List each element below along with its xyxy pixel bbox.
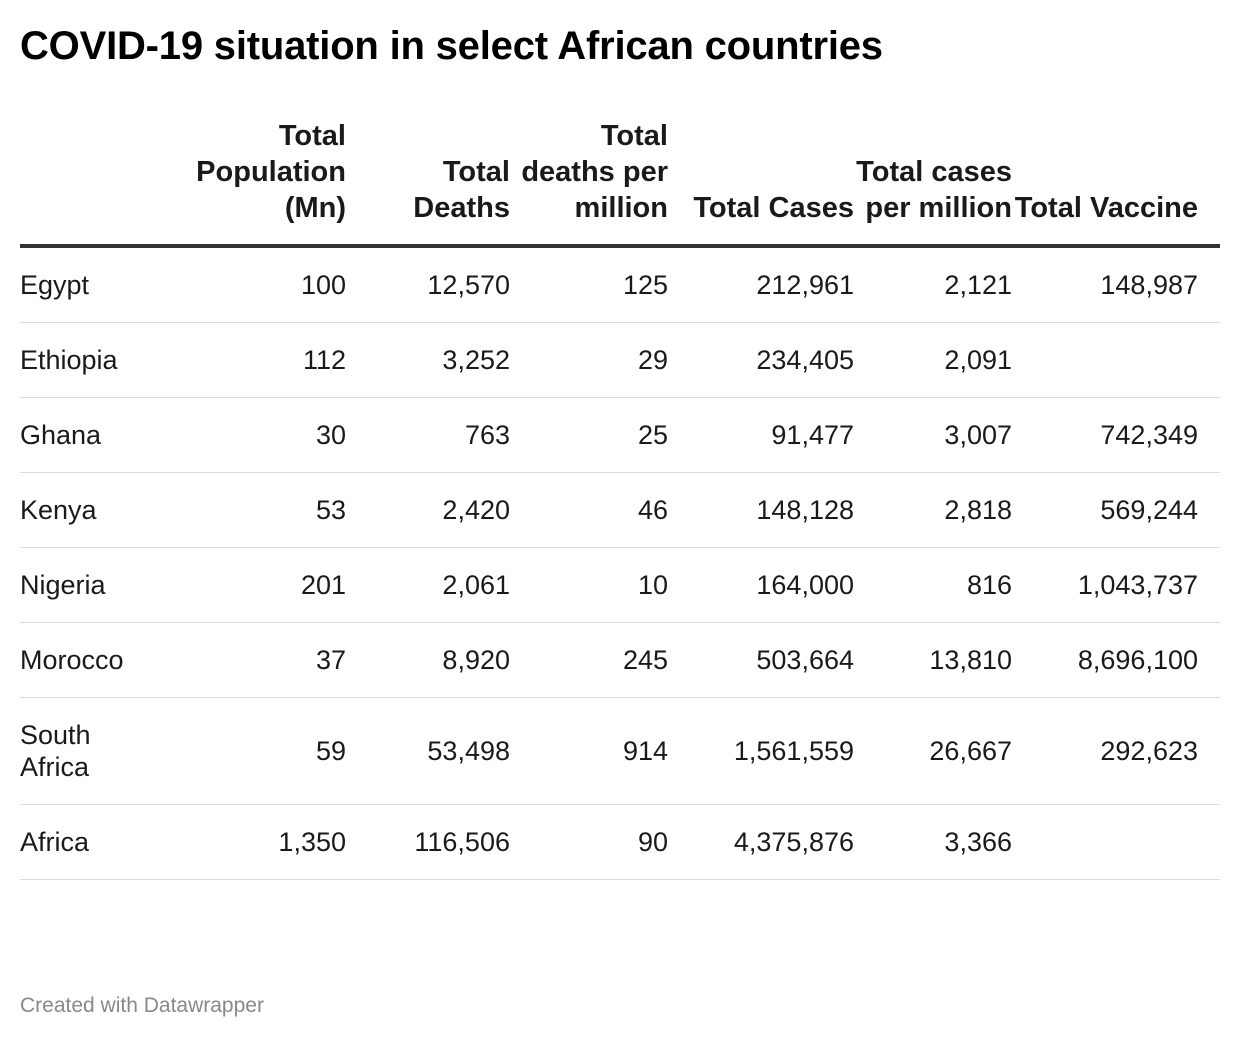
table-cell: 914 [510,697,668,805]
table-row: Ghana 30 763 25 91,477 3,007 742,349 [20,397,1220,473]
table-cell: 164,000 [668,547,854,623]
table-cell: 292,623 [1012,697,1220,805]
table-cell: 1,561,559 [668,697,854,805]
table-cell: 2,061 [346,547,510,623]
table-cell: 3,252 [346,322,510,398]
footer-credit: Created with Datawrapper [20,994,264,1017]
table-cell: 4,375,876 [668,804,854,880]
table-cell: 8,920 [346,622,510,698]
row-label: Kenya [20,472,170,548]
table-cell: 53 [170,472,346,548]
table-cell: 30 [170,397,346,473]
row-label: Ethiopia [20,322,170,398]
table-row: Nigeria 201 2,061 10 164,000 816 1,043,737 [20,547,1220,623]
chart-title: COVID-19 situation in select African cou… [20,24,883,68]
table-cell: 1,350 [170,804,346,880]
table-cell: 13,810 [854,622,1012,698]
table-cell: 245 [510,622,668,698]
table-body: Egypt 100 12,570 125 212,961 2,121 148,987 Ethi… [20,246,1220,880]
column-header-deaths-per-million[interactable]: Total deaths per million [510,118,668,248]
table-cell: 763 [346,397,510,473]
table-row: Africa 1,350 116,506 90 4,375,876 3,366 [20,804,1220,880]
row-label: Morocco [20,622,170,698]
table-cell: 234,405 [668,322,854,398]
table-cell: 1,043,737 [1012,547,1220,623]
row-label: Nigeria [20,547,170,623]
column-header-population[interactable]: Total Population (Mn) [170,118,346,248]
table-cell: 12,570 [346,246,510,323]
table-cell: 2,818 [854,472,1012,548]
table-row: Morocco 37 8,920 245 503,664 13,810 8,696,100 [20,622,1220,698]
table-row: Ethiopia 112 3,252 29 234,405 2,091 [20,322,1220,398]
table-cell: 3,007 [854,397,1012,473]
column-header-cases-per-million[interactable]: Total cases per million [854,118,1012,248]
column-header-deaths[interactable]: Total Deaths [346,118,510,248]
table-cell: 816 [854,547,1012,623]
table-row: Kenya 53 2,420 46 148,128 2,818 569,244 [20,472,1220,548]
table-cell: 91,477 [668,397,854,473]
column-header-country[interactable] [20,118,170,248]
row-label: Africa [20,804,170,880]
table-cell: 148,128 [668,472,854,548]
table-cell: 148,987 [1012,246,1220,323]
header-row: Total Population (Mn) Total Deaths Total… [20,118,1220,248]
table-cell: 212,961 [668,246,854,323]
table-cell: 2,091 [854,322,1012,398]
table-cell: 569,244 [1012,472,1220,548]
table-cell: 201 [170,547,346,623]
table-cell: 25 [510,397,668,473]
data-table: Total Population (Mn) Total Deaths Total… [20,118,1220,880]
table-cell [1012,804,1220,880]
table-cell: 2,420 [346,472,510,548]
table-cell: 90 [510,804,668,880]
table-cell: 8,696,100 [1012,622,1220,698]
column-header-cases[interactable]: Total Cases [668,118,854,248]
table-cell: 59 [170,697,346,805]
table-cell: 10 [510,547,668,623]
row-label: South Africa [20,697,170,805]
table-row: Egypt 100 12,570 125 212,961 2,121 148,987 [20,246,1220,323]
table-cell: 112 [170,322,346,398]
table-cell: 26,667 [854,697,1012,805]
table-cell: 742,349 [1012,397,1220,473]
column-header-vaccine[interactable]: Total Vaccine [1012,118,1220,248]
table-cell: 37 [170,622,346,698]
table-cell: 46 [510,472,668,548]
table-cell: 125 [510,246,668,323]
table-cell: 100 [170,246,346,323]
table-cell: 3,366 [854,804,1012,880]
table-cell: 53,498 [346,697,510,805]
table-cell: 503,664 [668,622,854,698]
table-row: South Africa 59 53,498 914 1,561,559 26,667 29… [20,697,1220,805]
row-label: Egypt [20,246,170,323]
table-cell: 2,121 [854,246,1012,323]
row-label: Ghana [20,397,170,473]
table-cell [1012,322,1220,398]
table-cell: 29 [510,322,668,398]
table-cell: 116,506 [346,804,510,880]
